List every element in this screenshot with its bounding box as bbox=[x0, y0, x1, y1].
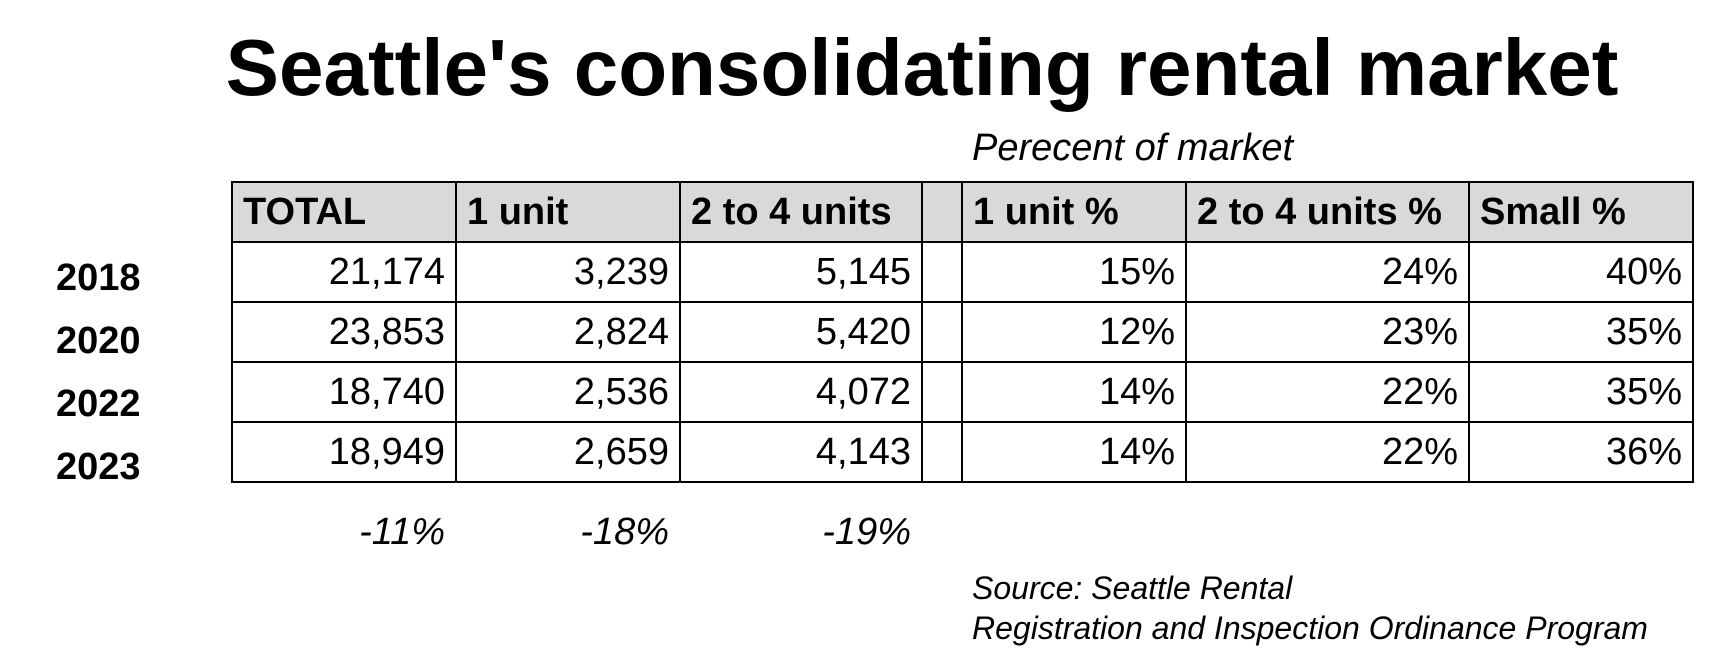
rental-table: TOTAL 1 unit 2 to 4 units 1 unit % 2 to … bbox=[231, 181, 1694, 483]
header-one-unit: 1 unit bbox=[455, 181, 681, 243]
cell-total: 18,949 bbox=[231, 421, 457, 483]
change-two-to-four: -19% bbox=[822, 511, 911, 553]
cell-one-unit-pct: 12% bbox=[961, 301, 1187, 363]
table-row: 18,740 2,536 4,072 14% 22% 35% bbox=[231, 361, 1694, 423]
cell-spacer bbox=[921, 301, 963, 363]
cell-two-to-four: 4,143 bbox=[679, 421, 923, 483]
cell-two-to-four-pct: 24% bbox=[1185, 241, 1470, 303]
cell-small-pct: 35% bbox=[1468, 361, 1694, 423]
cell-two-to-four: 5,145 bbox=[679, 241, 923, 303]
cell-total: 18,740 bbox=[231, 361, 457, 423]
row-label-year: 2023 bbox=[56, 446, 141, 488]
table-row: 23,853 2,824 5,420 12% 23% 35% bbox=[231, 301, 1694, 363]
cell-one-unit: 2,659 bbox=[455, 421, 681, 483]
cell-one-unit: 3,239 bbox=[455, 241, 681, 303]
source-note: Source: Seattle Rental Registration and … bbox=[972, 568, 1648, 648]
change-one-unit: -18% bbox=[580, 511, 669, 553]
header-total: TOTAL bbox=[231, 181, 457, 243]
row-label-year: 2018 bbox=[56, 257, 141, 299]
header-row: TOTAL 1 unit 2 to 4 units 1 unit % 2 to … bbox=[231, 181, 1694, 243]
cell-one-unit-pct: 14% bbox=[961, 421, 1187, 483]
table-row: 21,174 3,239 5,145 15% 24% 40% bbox=[231, 241, 1694, 303]
change-total: -11% bbox=[359, 511, 445, 553]
cell-spacer bbox=[921, 421, 963, 483]
header-small-pct: Small % bbox=[1468, 181, 1694, 243]
percent-group-header: Perecent of market bbox=[972, 127, 1294, 169]
table-row: 18,949 2,659 4,143 14% 22% 36% bbox=[231, 421, 1694, 483]
cell-one-unit: 2,824 bbox=[455, 301, 681, 363]
row-label-year: 2020 bbox=[56, 320, 141, 362]
cell-two-to-four: 5,420 bbox=[679, 301, 923, 363]
cell-two-to-four-pct: 22% bbox=[1185, 421, 1470, 483]
cell-total: 23,853 bbox=[231, 301, 457, 363]
header-two-to-four-pct: 2 to 4 units % bbox=[1185, 181, 1470, 243]
cell-one-unit-pct: 15% bbox=[961, 241, 1187, 303]
cell-two-to-four: 4,072 bbox=[679, 361, 923, 423]
source-line-1: Source: Seattle Rental bbox=[972, 570, 1293, 606]
header-two-to-four: 2 to 4 units bbox=[679, 181, 923, 243]
cell-spacer bbox=[921, 241, 963, 303]
cell-two-to-four-pct: 22% bbox=[1185, 361, 1470, 423]
cell-small-pct: 36% bbox=[1468, 421, 1694, 483]
chart-title: Seattle's consolidating rental market bbox=[225, 23, 1619, 112]
header-spacer bbox=[921, 181, 963, 243]
source-line-2: Registration and Inspection Ordinance Pr… bbox=[972, 610, 1648, 646]
row-label-year: 2022 bbox=[56, 383, 141, 425]
cell-total: 21,174 bbox=[231, 241, 457, 303]
cell-one-unit: 2,536 bbox=[455, 361, 681, 423]
cell-two-to-four-pct: 23% bbox=[1185, 301, 1470, 363]
cell-small-pct: 40% bbox=[1468, 241, 1694, 303]
cell-one-unit-pct: 14% bbox=[961, 361, 1187, 423]
cell-small-pct: 35% bbox=[1468, 301, 1694, 363]
cell-spacer bbox=[921, 361, 963, 423]
header-one-unit-pct: 1 unit % bbox=[961, 181, 1187, 243]
